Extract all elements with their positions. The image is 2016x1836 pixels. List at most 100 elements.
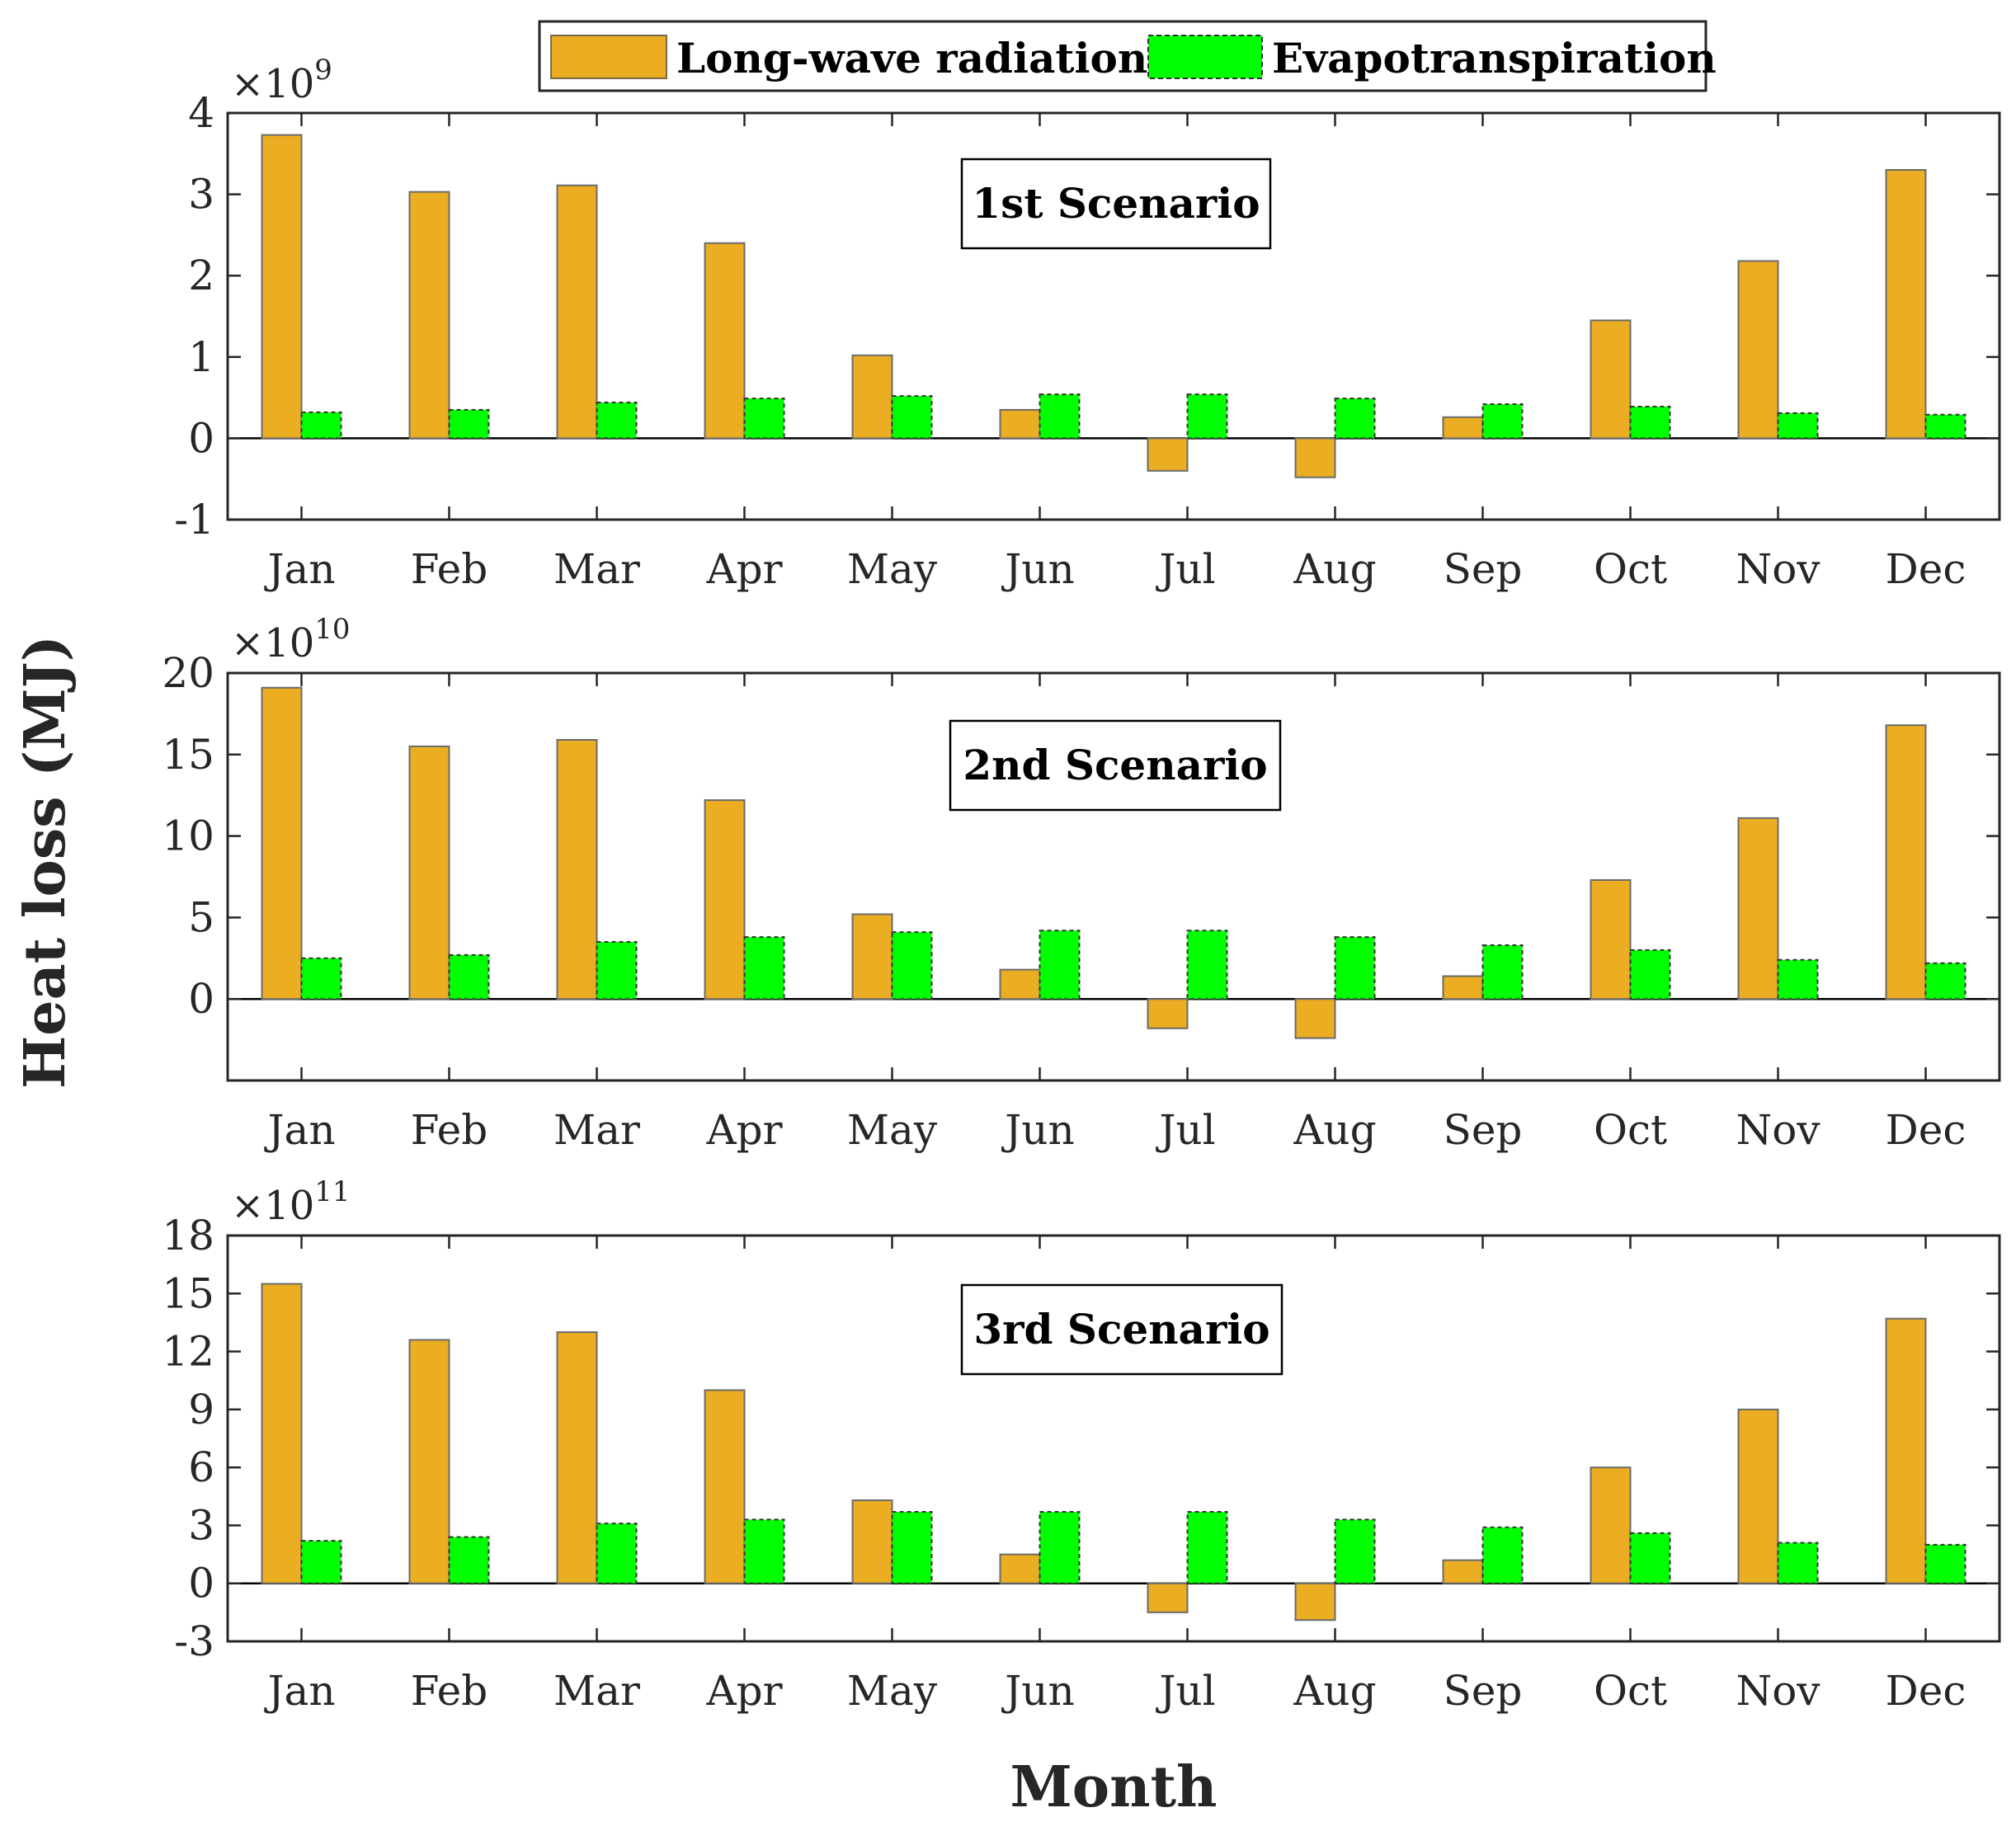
bar-evapo-sep [1481,944,1524,1000]
x-tick-label: Jun [1001,545,1074,593]
y-tick-label: 20 [162,649,214,697]
x-tick-label: Apr [705,545,782,593]
x-tick-label: Jun [1001,1667,1074,1715]
bar-longwave-nov [1737,1408,1779,1584]
bar-longwave-dec [1885,169,1927,440]
legend-swatch-longwave [550,35,667,79]
y-tick-label: 15 [162,1269,214,1317]
x-tick-label: Sep [1444,1667,1523,1715]
x-tick-label: Sep [1444,545,1523,593]
legend-label-evapo: Evapotranspiration [1272,34,1717,82]
bar-evapo-apr [743,1518,785,1584]
x-tick-label: Mar [553,1667,640,1715]
legend-label-longwave: Long-wave radiation [676,34,1147,82]
y-tick-label: 6 [188,1443,214,1491]
bar-evapo-jan [300,957,342,1000]
x-tick-label: Dec [1886,1106,1967,1154]
x-tick-label: Nov [1736,1667,1821,1715]
bar-longwave-oct [1590,878,1632,1000]
bar-evapo-oct [1629,405,1671,440]
bar-longwave-aug [1294,998,1336,1039]
scenario-title: 1st Scenario [972,179,1260,228]
y-multiplier: ×1011 [231,1175,351,1229]
x-tick-label: Feb [411,1667,488,1715]
x-tick-label: Nov [1736,1106,1821,1154]
bar-evapo-dec [1924,1543,1967,1584]
bar-longwave-jan [261,1283,303,1584]
legend-box [538,20,1707,92]
bar-evapo-apr [743,936,785,1000]
x-tick-label: Oct [1594,1667,1667,1715]
y-multiplier-exponent: 10 [314,613,350,646]
y-tick-label: 2 [188,252,214,299]
x-tick-label: Nov [1736,545,1821,593]
bar-evapo-nov [1777,958,1819,1000]
bar-longwave-feb [408,191,450,440]
y-tick-label: 0 [188,1560,214,1608]
bar-evapo-oct [1629,949,1671,1000]
y-tick-label: 10 [162,812,214,860]
x-tick-label: Jul [1155,1667,1215,1715]
scenario-title: 3rd Scenario [973,1305,1269,1353]
y-tick-label: 4 [188,89,214,137]
bar-evapo-may [891,931,933,1000]
bar-evapo-feb [448,1536,490,1584]
y-tick-label: 1 [188,333,214,381]
x-tick-label: Jul [1155,1106,1215,1154]
scenario-box [949,719,1282,812]
x-tick-label: Aug [1293,545,1376,593]
bar-longwave-sep [1442,1559,1484,1584]
x-tick-label: Oct [1594,1106,1667,1154]
x-tick-label: Dec [1886,1667,1967,1715]
y-multiplier-exponent: 11 [314,1175,350,1208]
y-tick-label: 9 [188,1386,214,1433]
y-tick-label: 12 [162,1328,214,1376]
bar-evapo-jun [1039,930,1081,1000]
bar-longwave-feb [408,1339,450,1584]
bar-evapo-nov [1777,412,1819,440]
bar-longwave-jan [261,134,303,440]
y-tick-label: -3 [174,1617,214,1665]
y-multiplier-exponent: 9 [314,54,332,87]
bar-longwave-jul [1147,1582,1189,1613]
bar-evapo-mar [596,1523,638,1584]
bar-longwave-apr [704,242,746,440]
bar-evapo-jan [300,1540,342,1584]
bar-evapo-jun [1039,1511,1081,1584]
bar-longwave-jun [999,968,1041,1000]
bar-evapo-sep [1481,403,1524,440]
bar-longwave-feb [408,745,450,1000]
bar-evapo-nov [1777,1542,1819,1584]
bar-longwave-jul [1147,998,1189,1029]
panel-3rd-scenario: -3 0 3 6 9 12 15 18 ×1011 Jan Feb Mar Apr May Jun Jul Au… [162,1175,2001,1715]
bar-longwave-jul [1147,437,1189,472]
y-tick-label: 0 [188,975,214,1023]
bar-evapo-aug [1334,398,1376,440]
x-tick-label: Jan [263,1667,335,1715]
bar-evapo-jan [300,411,342,440]
bar-longwave-oct [1590,1466,1632,1584]
bar-longwave-aug [1294,1582,1336,1622]
bar-longwave-mar [556,184,598,440]
x-tick-label: May [847,1667,938,1715]
bar-evapo-dec [1924,962,1967,1000]
bar-evapo-feb [448,408,490,440]
y-tick-label: 5 [188,893,214,941]
y-tick-label: -1 [174,496,214,544]
x-tick-label: May [847,545,938,593]
x-tick-label: Aug [1293,1106,1376,1154]
bar-evapo-jul [1186,393,1228,440]
bar-longwave-apr [704,1389,746,1584]
y-tick-label: 3 [188,1501,214,1549]
bar-evapo-mar [596,941,638,1000]
bar-evapo-jun [1039,393,1081,440]
bar-evapo-aug [1334,1518,1376,1584]
bar-longwave-may [851,913,893,1000]
y-tick-label: 18 [162,1212,214,1259]
bar-longwave-sep [1442,975,1484,1000]
bar-evapo-may [891,395,933,440]
x-tick-label: Mar [553,545,640,593]
